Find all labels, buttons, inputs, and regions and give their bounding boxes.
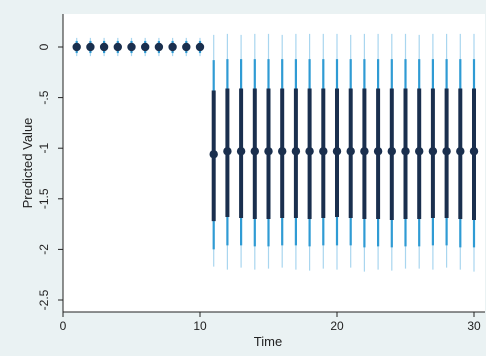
x-axis-title: Time bbox=[254, 334, 282, 349]
data-point bbox=[332, 147, 342, 156]
data-point bbox=[278, 147, 287, 156]
data-point bbox=[182, 42, 191, 52]
data-point bbox=[223, 147, 232, 156]
data-point bbox=[387, 147, 396, 156]
data-point bbox=[141, 42, 150, 52]
y-tick-label: -2.5 bbox=[37, 289, 51, 310]
data-point bbox=[250, 147, 259, 156]
data-point bbox=[264, 147, 273, 156]
y-tick-label: -2 bbox=[37, 244, 51, 255]
data-point bbox=[469, 147, 479, 156]
data-point bbox=[373, 147, 383, 156]
data-point bbox=[360, 147, 369, 156]
data-point bbox=[168, 42, 177, 52]
data-point bbox=[113, 42, 123, 52]
data-point bbox=[236, 147, 246, 156]
y-tick-label: -1 bbox=[37, 143, 51, 154]
data-point bbox=[442, 147, 451, 156]
data-point bbox=[99, 42, 109, 52]
y-tick-label: 0 bbox=[37, 43, 51, 50]
x-tick-label: 30 bbox=[467, 319, 481, 333]
data-point bbox=[86, 42, 95, 52]
data-point bbox=[209, 150, 218, 159]
data-point bbox=[154, 42, 164, 52]
plot-area bbox=[63, 14, 485, 312]
data-point bbox=[415, 147, 424, 156]
x-tick-label: 20 bbox=[330, 319, 344, 333]
data-point bbox=[346, 147, 355, 156]
data-point bbox=[195, 42, 205, 52]
y-tick-label: -1.5 bbox=[37, 188, 51, 209]
data-point bbox=[305, 147, 314, 156]
data-point bbox=[127, 42, 136, 52]
data-point bbox=[401, 147, 410, 156]
y-tick-label: -.5 bbox=[37, 90, 51, 104]
data-point bbox=[291, 147, 301, 156]
y-axis-title: Predicted Value bbox=[20, 118, 35, 209]
data-point bbox=[72, 42, 81, 52]
x-tick-label: 0 bbox=[60, 319, 67, 333]
data-point bbox=[319, 147, 328, 156]
data-point bbox=[428, 147, 438, 156]
x-tick-label: 10 bbox=[193, 319, 207, 333]
data-point bbox=[456, 147, 465, 156]
